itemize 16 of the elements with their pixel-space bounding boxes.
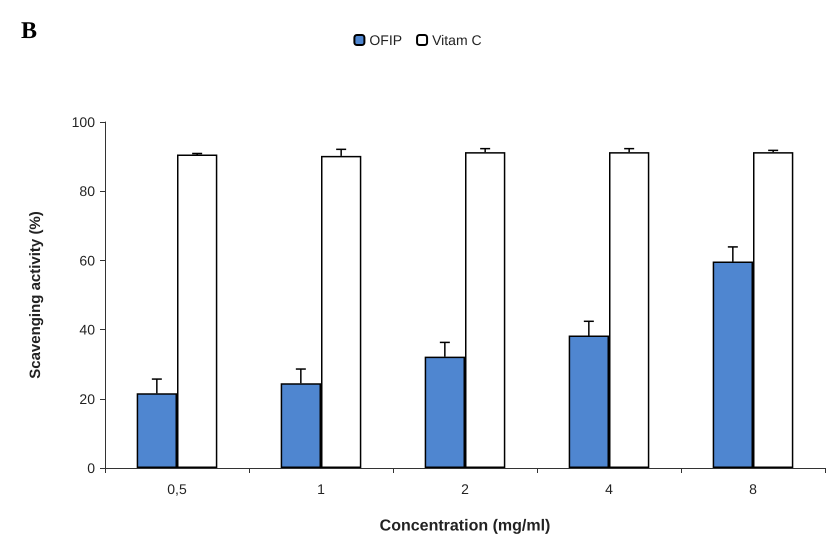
legend-label: OFIP bbox=[369, 32, 402, 48]
x-tick-label: 4 bbox=[605, 481, 614, 497]
y-tick-label: 100 bbox=[72, 114, 96, 130]
y-tick-label: 40 bbox=[79, 322, 96, 338]
x-tick-label: 0,5 bbox=[167, 481, 187, 497]
y-axis-title: Scavenging activity (%) bbox=[27, 211, 44, 379]
x-tick-label: 1 bbox=[317, 481, 326, 497]
chart-title: B bbox=[21, 18, 38, 44]
x-tick-label: 2 bbox=[461, 481, 470, 497]
x-axis-title: Concentration (mg/ml) bbox=[380, 518, 550, 534]
y-tick-label: 0 bbox=[87, 460, 96, 476]
y-tick-label: 60 bbox=[79, 252, 96, 268]
y-tick-label: 20 bbox=[79, 390, 96, 407]
x-tick-label: 8 bbox=[749, 481, 758, 497]
y-tick-label: 80 bbox=[79, 183, 96, 200]
legend-label: Vitam C bbox=[432, 32, 482, 48]
